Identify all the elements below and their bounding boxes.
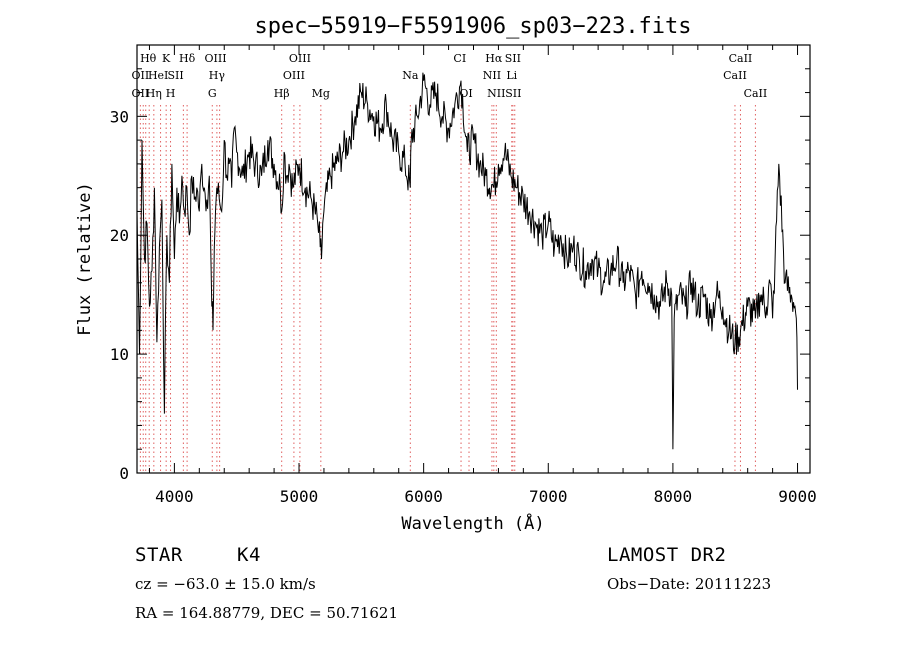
y-axis-ticks: 0 10 20 30 — [110, 44, 810, 483]
line-label: Li — [506, 69, 517, 82]
x-axis-ticks: 4000 5000 6000 7000 8000 9000 — [148, 45, 817, 506]
line-label: OIII — [289, 52, 311, 65]
x-tick-label: 9000 — [778, 487, 817, 506]
spectrum-line — [136, 72, 798, 450]
line-label: Mg — [312, 87, 330, 100]
survey-name: LAMOST DR2 — [607, 544, 727, 566]
line-label: K — [162, 52, 171, 65]
x-tick-label: 4000 — [155, 487, 194, 506]
line-label: OIII — [283, 69, 305, 82]
y-tick-label: 10 — [110, 345, 129, 364]
line-label: SII — [168, 69, 184, 82]
line-label: OII — [132, 69, 150, 82]
plot-frame — [136, 44, 811, 474]
line-label: Hγ — [209, 69, 226, 82]
y-axis-label: Flux (relative) — [75, 182, 95, 336]
x-axis-label: Wavelength (Å) — [401, 512, 544, 534]
line-label: G — [208, 87, 217, 100]
line-label: Hδ — [179, 52, 196, 65]
line-label: OII — [132, 87, 150, 100]
line-label: NII — [483, 69, 501, 82]
line-label: OIII — [204, 52, 226, 65]
chart-title: spec−55919−F5591906_sp03−223.fits — [254, 14, 691, 39]
y-tick-label: 0 — [119, 464, 129, 483]
line-label: Hθ — [140, 52, 157, 65]
x-tick-label: 7000 — [529, 487, 568, 506]
x-tick-label: 6000 — [404, 487, 443, 506]
x-tick-label: 8000 — [654, 487, 693, 506]
line-label: Hη — [146, 87, 162, 100]
line-label: Hα — [485, 52, 503, 65]
line-label: Na — [402, 69, 419, 82]
line-label: H — [166, 87, 176, 100]
line-label: CaII — [744, 87, 768, 100]
x-tick-label: 5000 — [280, 487, 319, 506]
line-label: Hβ — [274, 87, 290, 100]
object-subclass: K4 — [237, 544, 261, 566]
redshift-value: cz = −63.0 ± 15.0 km/s — [135, 575, 316, 593]
object-class: STAR — [135, 544, 183, 566]
spectrum-chart: spec−55919−F5591906_sp03−223.fits Hθ K Hδ O… — [75, 14, 817, 534]
line-label: SII — [505, 87, 521, 100]
y-tick-label: 20 — [110, 226, 129, 245]
line-label: CI — [453, 52, 466, 65]
y-tick-label: 30 — [110, 107, 129, 126]
line-label: SII — [505, 52, 521, 65]
line-label: CaII — [723, 69, 747, 82]
line-label: HeI — [148, 69, 168, 82]
coordinates: RA = 164.88779, DEC = 50.71621 — [135, 604, 399, 622]
line-label: NII — [487, 87, 505, 100]
observation-date: Obs−Date: 20111223 — [607, 575, 772, 593]
line-label: CaII — [729, 52, 753, 65]
emission-line-markers — [139, 105, 756, 473]
